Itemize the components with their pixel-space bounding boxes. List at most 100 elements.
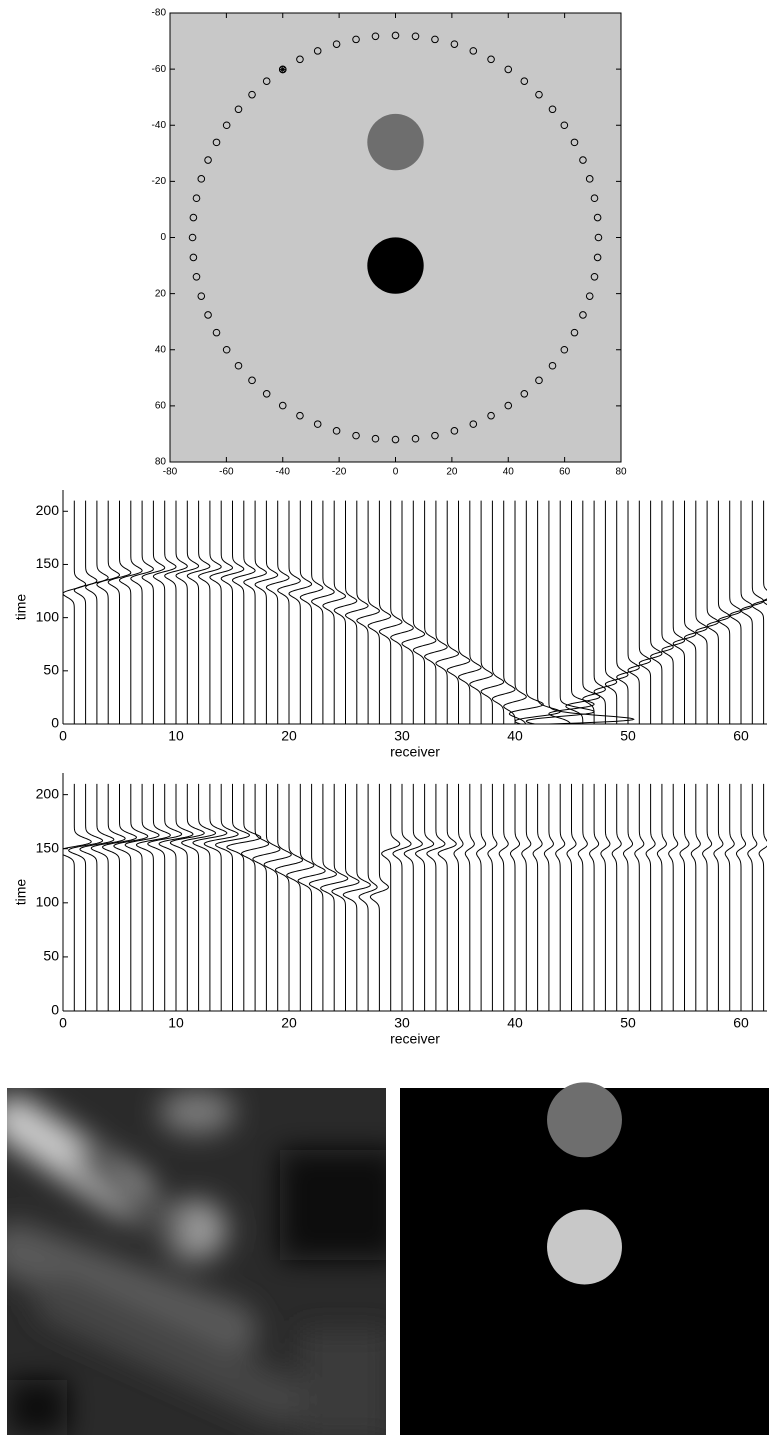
trace xyxy=(639,501,662,724)
trace xyxy=(370,784,388,1011)
trace xyxy=(736,784,745,1011)
x-tick-label: 20 xyxy=(281,728,297,744)
trace xyxy=(108,501,131,724)
trace xyxy=(312,501,335,724)
y-tick-label: -60 xyxy=(152,64,167,75)
trace xyxy=(300,501,323,724)
x-tick-label: 60 xyxy=(733,728,749,744)
trace xyxy=(287,784,314,1011)
trace xyxy=(504,501,527,724)
figure: -80-60-40-20020406080-80-60-40-200204060… xyxy=(0,0,769,1435)
y-tick-label: 150 xyxy=(36,839,60,855)
trace xyxy=(533,784,542,1011)
y-tick-label: 60 xyxy=(155,401,167,412)
trace xyxy=(488,784,497,1011)
trace xyxy=(612,784,621,1011)
x-tick-label: 30 xyxy=(394,728,410,744)
trace xyxy=(69,784,103,1011)
trace xyxy=(605,501,628,724)
trace xyxy=(187,501,210,724)
trace xyxy=(244,501,267,724)
trace xyxy=(63,501,86,724)
trace xyxy=(176,501,199,724)
y-axis-label: time xyxy=(13,594,29,621)
y-tick-label: 100 xyxy=(36,608,60,624)
trace xyxy=(718,501,741,724)
trace xyxy=(628,501,651,724)
trace xyxy=(691,784,700,1011)
y-tick-label: 80 xyxy=(155,457,167,468)
trace xyxy=(725,784,734,1011)
trace xyxy=(696,501,719,724)
trace xyxy=(91,784,125,1011)
trace xyxy=(368,501,391,724)
trace xyxy=(657,784,666,1011)
trace xyxy=(153,501,176,724)
trace xyxy=(357,501,380,724)
trace xyxy=(346,501,369,724)
trace xyxy=(227,784,261,1011)
trace xyxy=(159,784,193,1011)
trace xyxy=(465,784,474,1011)
trace xyxy=(515,501,560,724)
x-tick-label: 50 xyxy=(620,1015,636,1031)
x-tick-label: -60 xyxy=(219,467,234,478)
trace xyxy=(526,501,594,724)
trace xyxy=(266,501,289,724)
y-tick-label: -40 xyxy=(152,120,167,131)
x-tick-label: 40 xyxy=(507,728,523,744)
x-tick-label: 0 xyxy=(393,467,399,478)
y-tick-label: 100 xyxy=(36,894,60,910)
trace xyxy=(204,784,238,1011)
x-tick-label: -80 xyxy=(163,467,178,478)
y-tick-label: 50 xyxy=(43,948,59,964)
trace xyxy=(255,501,278,724)
trace xyxy=(142,501,165,724)
trace xyxy=(402,501,425,724)
x-tick-label: 20 xyxy=(281,1015,297,1031)
x-axis-label: receiver xyxy=(390,744,440,760)
trace xyxy=(289,501,312,724)
trace xyxy=(752,501,769,724)
trace xyxy=(703,784,712,1011)
scatterer xyxy=(367,114,423,170)
trace xyxy=(759,784,768,1011)
traces xyxy=(57,784,769,1011)
trace xyxy=(114,784,148,1011)
trace xyxy=(242,784,269,1011)
trace xyxy=(662,501,685,724)
trace xyxy=(74,501,97,724)
y-axis-label: time xyxy=(13,879,29,906)
scatterer xyxy=(367,237,423,293)
trace xyxy=(685,501,708,724)
trace xyxy=(323,501,346,724)
x-tick-label: 40 xyxy=(503,467,515,478)
trace xyxy=(492,501,515,724)
trace xyxy=(669,784,678,1011)
trace xyxy=(216,784,250,1011)
trace xyxy=(544,784,553,1011)
y-tick-label: -20 xyxy=(152,176,167,187)
trace xyxy=(165,501,188,724)
scatterer xyxy=(547,1210,622,1285)
trace xyxy=(148,784,182,1011)
trace xyxy=(193,784,227,1011)
x-tick-label: 20 xyxy=(446,467,458,478)
trace xyxy=(233,501,256,724)
trace xyxy=(86,501,109,724)
x-tick-label: 0 xyxy=(59,728,67,744)
trace xyxy=(481,501,504,724)
trace xyxy=(556,784,565,1011)
x-tick-label: 30 xyxy=(394,1015,410,1031)
trace xyxy=(510,784,519,1011)
trace xyxy=(567,784,576,1011)
trace xyxy=(97,501,120,724)
trace xyxy=(57,784,91,1011)
trace xyxy=(748,784,757,1011)
traces xyxy=(63,501,769,724)
trace xyxy=(680,784,689,1011)
x-tick-label: 50 xyxy=(620,728,636,744)
y-tick-label: 200 xyxy=(36,502,60,518)
trace xyxy=(275,784,302,1011)
y-tick-label: 40 xyxy=(155,344,167,355)
